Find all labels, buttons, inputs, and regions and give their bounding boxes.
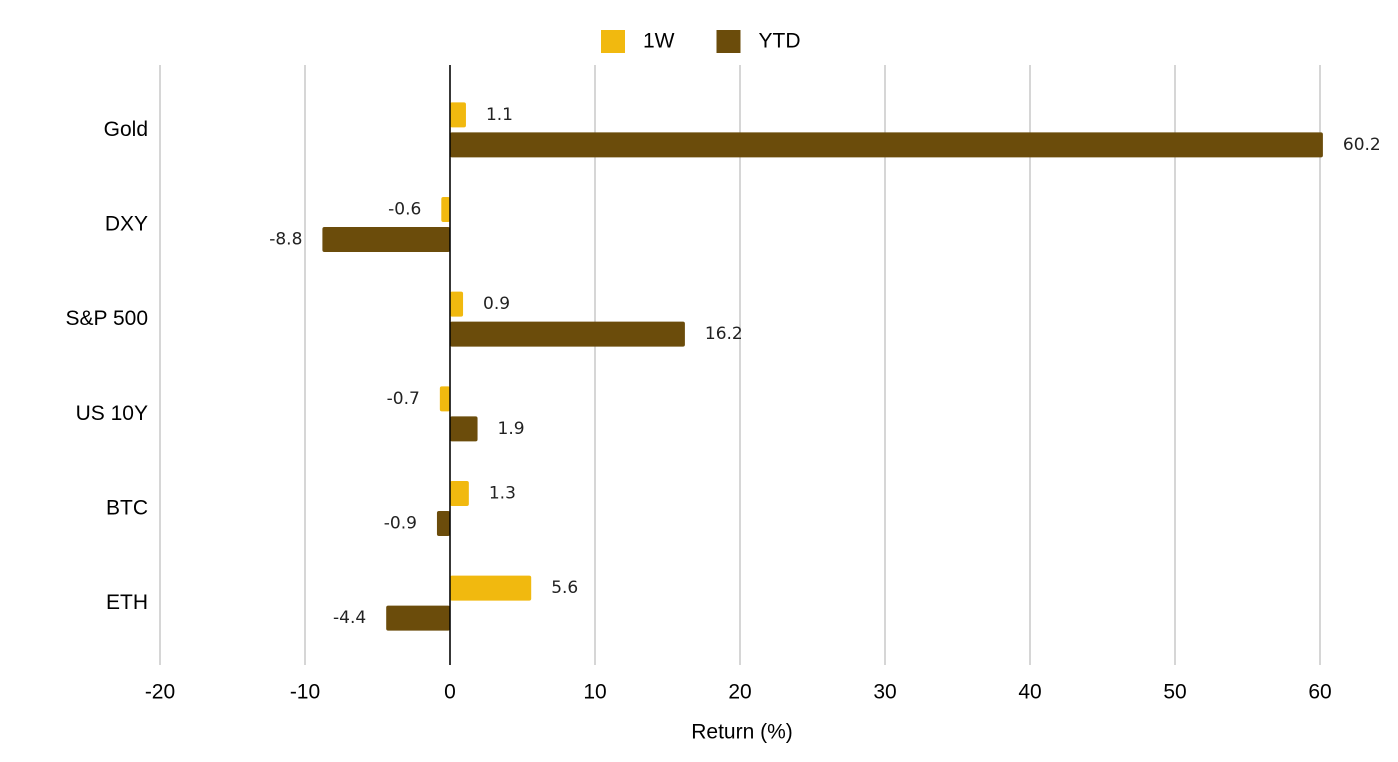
bar: [450, 575, 532, 601]
y-tick-label: BTC: [106, 497, 148, 520]
y-tick-label: S&P 500: [65, 307, 148, 330]
data-label: 60.2: [1343, 135, 1381, 155]
data-label: 1.3: [489, 484, 516, 504]
x-tick-label: 50: [1163, 681, 1186, 704]
data-label: 1.1: [486, 105, 513, 125]
x-tick-label: 20: [728, 681, 751, 704]
data-label: 1.9: [498, 419, 525, 439]
bar: [441, 197, 450, 222]
x-tick-label: 10: [583, 681, 606, 704]
x-tick-label: -10: [290, 681, 320, 704]
x-tick-label: 0: [444, 681, 456, 704]
data-label: 0.9: [483, 294, 510, 314]
y-tick-label: Gold: [104, 118, 148, 141]
legend-swatch: [601, 30, 625, 53]
bar: [436, 511, 450, 536]
data-label: -0.6: [388, 200, 421, 220]
y-tick-label: US 10Y: [76, 402, 148, 425]
bar: [450, 132, 1323, 158]
bar: [386, 605, 450, 631]
x-axis-label: Return (%): [691, 721, 793, 744]
data-label: -0.9: [384, 514, 417, 534]
data-label: -0.7: [387, 389, 420, 409]
bar: [322, 227, 450, 252]
bar: [450, 416, 478, 442]
legend-label: 1W: [643, 30, 675, 53]
data-label: -8.8: [269, 230, 302, 250]
data-label: -4.4: [333, 608, 366, 628]
x-tick-label: 40: [1018, 681, 1041, 704]
bar: [450, 321, 685, 347]
data-label: 16.2: [705, 324, 743, 344]
y-tick-label: ETH: [106, 591, 148, 614]
x-tick-label: 30: [873, 681, 896, 704]
y-tick-label: DXY: [105, 213, 148, 236]
bar: [450, 291, 464, 317]
bar: [450, 481, 469, 506]
x-tick-label: -20: [145, 681, 175, 704]
legend-label: YTD: [759, 30, 801, 53]
data-label: 5.6: [551, 578, 578, 598]
legend-swatch: [716, 30, 741, 53]
bar: [450, 102, 466, 128]
bar: [439, 386, 450, 412]
x-tick-label: 60: [1308, 681, 1331, 704]
